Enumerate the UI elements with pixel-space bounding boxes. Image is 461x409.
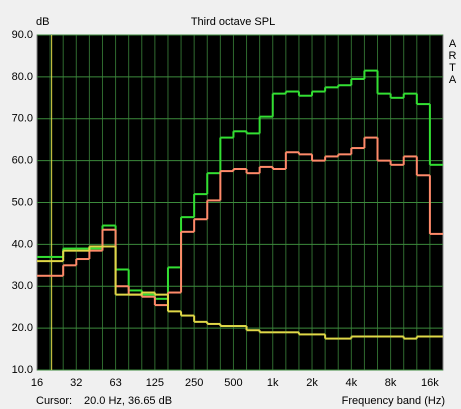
side-label: ARTA [448, 38, 457, 86]
y-tick-label: 10.0 [12, 364, 33, 376]
cursor-label: Cursor: [36, 395, 72, 407]
x-tick-label: 32 [70, 377, 82, 389]
x-tick-label: 63 [109, 377, 121, 389]
y-axis-label: dB [36, 16, 49, 28]
x-tick-label: 16 [31, 377, 43, 389]
y-tick-label: 80.0 [12, 71, 33, 83]
x-tick-label: 2k [306, 377, 318, 389]
x-tick-label: 4k [346, 377, 358, 389]
x-tick-label: 8k [385, 377, 397, 389]
x-tick-label: 1k [267, 377, 279, 389]
x-axis-label: Frequency band (Hz) [342, 395, 445, 407]
y-tick-label: 90.0 [12, 29, 33, 41]
y-tick-label: 50.0 [12, 196, 33, 208]
chart-title: Third octave SPL [191, 16, 275, 28]
y-tick-label: 40.0 [12, 238, 33, 250]
x-tick-label: 125 [146, 377, 164, 389]
x-tick-label: 500 [224, 377, 242, 389]
x-tick-label: 16k [421, 377, 439, 389]
y-tick-label: 20.0 [12, 322, 33, 334]
y-tick-label: 70.0 [12, 113, 33, 125]
cursor-value: 20.0 Hz, 36.65 dB [84, 395, 172, 407]
x-tick-label: 250 [185, 377, 203, 389]
y-tick-label: 30.0 [12, 280, 33, 292]
y-tick-label: 60.0 [12, 155, 33, 167]
